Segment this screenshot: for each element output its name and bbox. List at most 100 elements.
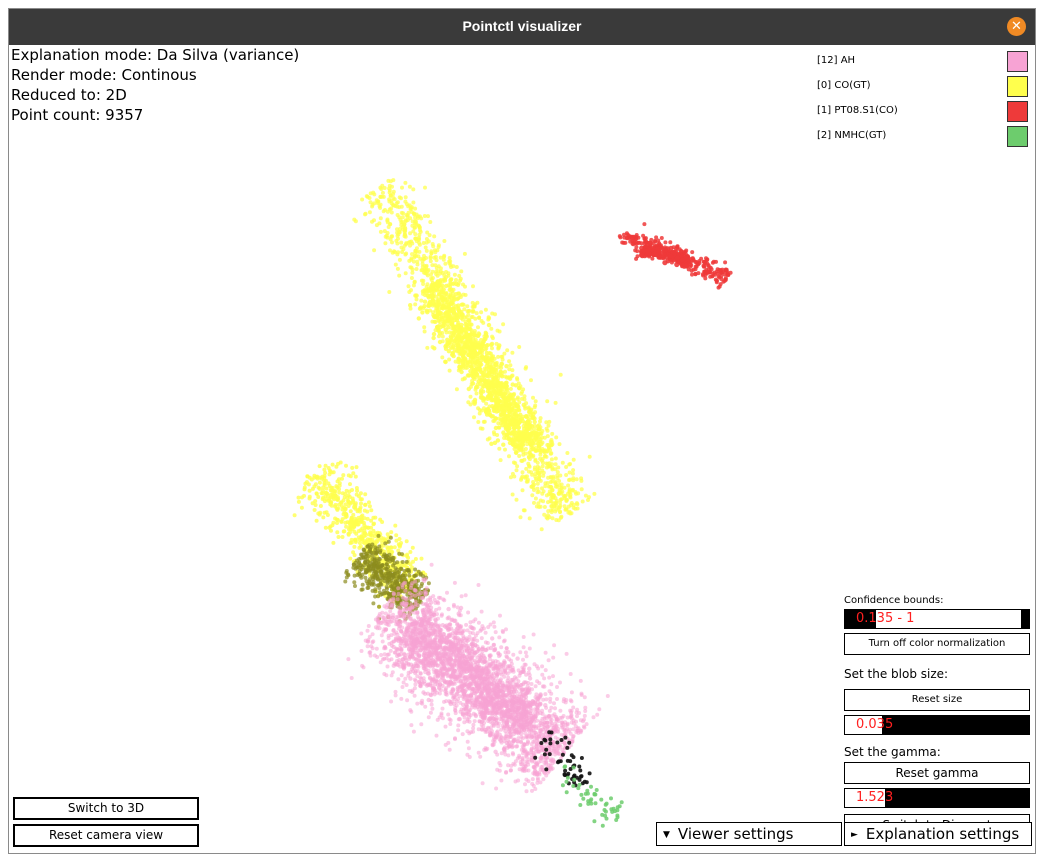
data-point: [468, 402, 473, 407]
data-point: [299, 505, 304, 510]
data-point: [544, 420, 549, 425]
point-cloud-plot[interactable]: [9, 45, 1035, 853]
data-point: [440, 304, 445, 309]
data-point: [446, 349, 452, 354]
data-point: [489, 441, 494, 446]
data-point: [456, 324, 461, 329]
data-point: [468, 364, 473, 369]
data-point: [480, 426, 485, 431]
data-point: [425, 288, 430, 293]
data-point: [371, 571, 376, 576]
data-point: [414, 582, 419, 587]
data-point: [493, 416, 498, 421]
data-point: [543, 650, 548, 655]
data-point: [690, 250, 695, 255]
data-point: [395, 233, 400, 238]
data-point: [431, 331, 437, 337]
data-point: [642, 222, 647, 227]
data-point: [497, 425, 502, 430]
data-point: [462, 334, 467, 339]
data-point: [498, 381, 503, 386]
data-point: [472, 329, 477, 333]
data-point: [441, 257, 446, 262]
data-point: [388, 535, 393, 540]
data-point: [404, 554, 409, 558]
data-point: [413, 557, 418, 561]
data-point: [462, 307, 467, 312]
data-point: [532, 427, 537, 432]
data-point: [426, 715, 431, 720]
data-point: [378, 216, 383, 221]
data-point: [448, 345, 453, 350]
data-point: [452, 324, 457, 329]
data-point: [473, 350, 478, 355]
data-point: [414, 297, 419, 302]
data-point: [422, 214, 427, 218]
data-point: [546, 445, 551, 450]
data-point: [522, 394, 527, 399]
data-point: [495, 328, 500, 333]
data-point: [419, 298, 424, 303]
data-point: [499, 391, 504, 397]
data-point: [484, 350, 489, 356]
data-point: [537, 505, 541, 509]
data-point: [536, 489, 541, 494]
data-point: [542, 435, 547, 440]
data-point: [435, 288, 440, 293]
data-point: [396, 591, 401, 596]
close-icon[interactable]: ✕: [1007, 17, 1026, 36]
data-point: [363, 492, 368, 497]
data-point: [501, 405, 507, 411]
data-point: [431, 294, 436, 299]
data-point: [317, 480, 322, 485]
data-point: [370, 219, 374, 224]
data-point: [480, 727, 484, 732]
data-point: [516, 385, 522, 391]
data-point: [522, 397, 527, 402]
data-point: [307, 496, 312, 501]
data-point: [539, 448, 544, 453]
data-point: [496, 376, 501, 381]
data-point: [385, 217, 390, 222]
data-point: [388, 179, 393, 184]
data-point: [414, 267, 419, 271]
data-point: [438, 255, 443, 260]
data-point: [415, 259, 420, 264]
data-point: [471, 369, 476, 374]
data-point: [701, 264, 706, 269]
data-point: [397, 537, 402, 541]
data-point: [447, 357, 452, 362]
data-point: [328, 524, 333, 529]
data-point: [568, 672, 573, 676]
data-point: [365, 628, 370, 633]
data-point: [500, 354, 505, 359]
data-point: [525, 477, 530, 482]
data-point: [465, 342, 470, 348]
data-point: [399, 696, 404, 701]
data-point: [371, 601, 376, 606]
data-point: [442, 239, 447, 243]
data-point: [483, 331, 489, 336]
title-bar[interactable]: Pointctl visualizer ✕: [9, 9, 1035, 45]
data-point: [296, 499, 301, 504]
data-point: [346, 657, 351, 662]
data-point: [443, 261, 448, 266]
data-point: [443, 314, 449, 319]
data-point: [403, 676, 408, 681]
data-point: [544, 461, 549, 466]
data-point: [579, 487, 584, 492]
data-point: [519, 477, 523, 482]
data-point: [353, 503, 358, 508]
data-point: [625, 232, 630, 237]
data-point: [482, 747, 487, 752]
scatter-canvas[interactable]: Explanation mode: Da Silva (variance) Re…: [9, 45, 1035, 853]
data-point: [546, 509, 551, 514]
data-point: [410, 223, 415, 228]
data-point: [434, 299, 439, 304]
data-point: [393, 693, 398, 698]
data-point: [485, 406, 491, 412]
data-point: [553, 400, 558, 405]
data-point: [484, 410, 489, 415]
data-point: [553, 456, 558, 461]
data-point: [504, 364, 509, 369]
